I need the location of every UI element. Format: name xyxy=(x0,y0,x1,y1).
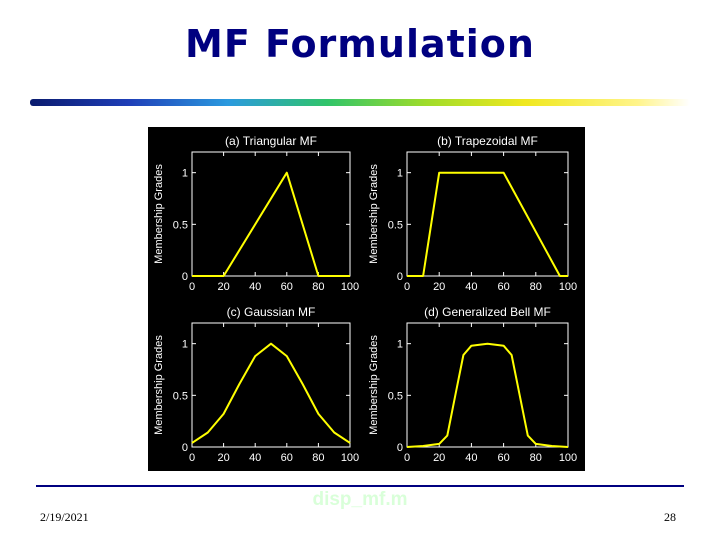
subplot-2-xtick-label: 60 xyxy=(497,281,509,293)
subplot-3-ytick-label: 0 xyxy=(182,442,188,454)
subplot-3-xtick-label: 100 xyxy=(341,452,359,464)
subplot-3-ytick-label: 1 xyxy=(182,339,188,351)
subplot-4-ytick-label: 0.5 xyxy=(388,390,403,402)
subplot-2-xtick-label: 100 xyxy=(559,281,577,293)
subplot-3-ylabel: Membership Grades xyxy=(153,335,165,435)
subplot-4-xtick-label: 0 xyxy=(404,452,410,464)
footer-file-label: disp_mf.m xyxy=(312,489,408,510)
figure-canvas: (a) Triangular MF Membership Grades 0 20 40 6… xyxy=(153,134,577,464)
subplot-4-ylabel: Membership Grades xyxy=(368,335,380,435)
subplot-4-series-line xyxy=(406,342,569,448)
subplot-4-ytick-label: 1 xyxy=(397,339,403,351)
footer-divider xyxy=(36,485,684,487)
subplot-4-xtick-label: 100 xyxy=(559,452,577,464)
subplot-3-ytick-label: 0.5 xyxy=(173,390,188,402)
membership-function-figure: (a) Triangular MF Membership Grades 0 20 40 6… xyxy=(148,127,585,471)
subplot-4-ytick-label: 0 xyxy=(397,442,403,454)
subplot-3-xtick-label: 40 xyxy=(249,452,261,464)
subplot-1-xtick-label: 20 xyxy=(217,281,229,293)
subplot-4-xtick-label: 80 xyxy=(530,452,542,464)
subplot-4-xtick-label: 60 xyxy=(497,452,509,464)
subplot-3-xtick-label: 60 xyxy=(281,452,293,464)
subplot-3-xtick-label: 80 xyxy=(312,452,324,464)
subplot-4-xtick-label: 20 xyxy=(433,452,445,464)
subplot-4-title: (d) Generalized Bell MF xyxy=(424,305,551,319)
subplot-1-ytick-label: 0 xyxy=(182,271,188,283)
subplot-2-xtick-label: 40 xyxy=(465,281,477,293)
subplot-2-ytick-label: 0.5 xyxy=(388,219,403,231)
subplot-3-series-line xyxy=(191,342,351,444)
subplot-2-ytick-label: 0 xyxy=(397,271,403,283)
subplot-1-title: (a) Triangular MF xyxy=(225,134,317,148)
subplot-1-xtick-label: 40 xyxy=(249,281,261,293)
subplot-2-series-line xyxy=(407,171,568,277)
subplot-1-series-line xyxy=(192,171,350,277)
subplot-1-ytick-label: 0.5 xyxy=(173,219,188,231)
subplot-3-title: (c) Gaussian MF xyxy=(227,305,316,319)
subplot-1-xtick-label: 0 xyxy=(189,281,195,293)
subplot-2-ytick-label: 1 xyxy=(397,168,403,180)
subplot-1-xtick-label: 60 xyxy=(281,281,293,293)
subplot-2-xtick-label: 80 xyxy=(530,281,542,293)
slide-title: MF Formulation xyxy=(185,22,535,66)
subplot-1-ylabel: Membership Grades xyxy=(153,164,165,264)
subplot-4-axes-box xyxy=(406,322,569,448)
footer-page-number: 28 xyxy=(664,510,676,524)
subplot-2-xtick-label: 20 xyxy=(433,281,445,293)
subplot-1-ytick-label: 1 xyxy=(182,168,188,180)
subplot-3-axes-box xyxy=(191,322,351,448)
subplot-3-xtick-label: 0 xyxy=(189,452,195,464)
subplot-4-xtick-label: 40 xyxy=(465,452,477,464)
subplot-2-axes-box xyxy=(406,151,569,277)
subplot-2-title: (b) Trapezoidal MF xyxy=(437,134,538,148)
title-underline-bar xyxy=(30,99,690,106)
subplot-1-xtick-label: 80 xyxy=(312,281,324,293)
subplot-3-xtick-label: 20 xyxy=(217,452,229,464)
footer-date: 2/19/2021 xyxy=(40,510,89,524)
subplot-1-xtick-label: 100 xyxy=(341,281,359,293)
subplot-1-axes-box xyxy=(191,151,351,277)
subplot-2-xtick-label: 0 xyxy=(404,281,410,293)
subplot-2-ylabel: Membership Grades xyxy=(368,164,380,264)
